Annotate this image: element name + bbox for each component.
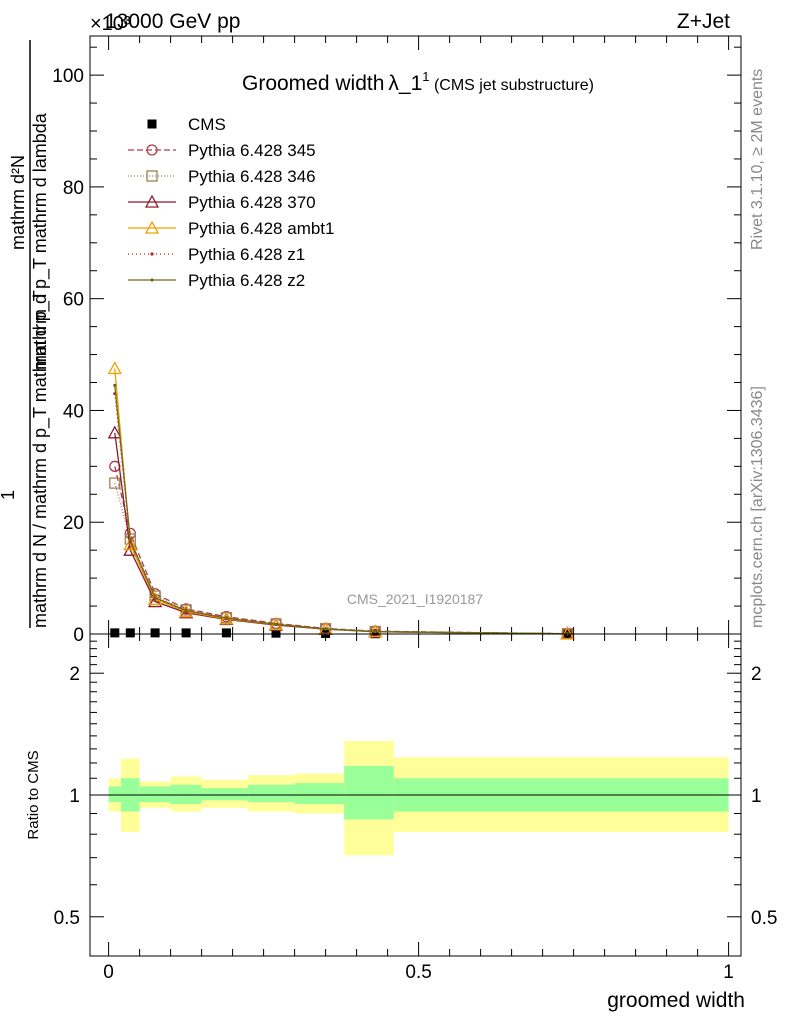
ratio-inner-band (139, 786, 171, 803)
ratio-inner-band (248, 784, 295, 803)
legend-marker (146, 144, 158, 156)
title-main: Groomed width (242, 72, 384, 95)
legend-item: Pythia 6.428 370 (128, 193, 316, 212)
series-line (114, 393, 568, 635)
ylabel-bottom: mathrm d N / mathrm d p_T mathrm d p_T (30, 290, 51, 628)
legend-marker (144, 194, 160, 208)
mcplots-label: mcplots.cern.ch [arXiv:1306.3436] (749, 386, 766, 628)
main-ytick-label: 100 (52, 66, 84, 87)
series-1 (109, 460, 574, 640)
legend-marker (146, 170, 158, 182)
main-ytick-label: 20 (63, 513, 84, 534)
data-point (125, 628, 135, 638)
ylabel-top: mathrm d²N (8, 155, 28, 250)
xtick-label: 1 (723, 962, 734, 983)
series-line (114, 432, 568, 635)
title-symbol: λ_1 (388, 72, 422, 95)
legend-item: Pythia 6.428 346 (128, 167, 316, 186)
data-point (221, 628, 231, 638)
data-point (373, 629, 377, 634)
legend-label: Pythia 6.428 z1 (188, 245, 305, 264)
series-6 (113, 383, 570, 636)
ratio-inner-band (170, 784, 202, 805)
data-point (107, 425, 122, 439)
legend-label: CMS (188, 115, 226, 134)
legend-label: Pythia 6.428 345 (188, 141, 316, 160)
ratio-bands (108, 740, 729, 856)
chart-title: Groomed width λ_11 (CMS jet substructure) (242, 69, 594, 95)
ratio-ylabel: Ratio to CMS (25, 750, 42, 839)
data-point (123, 537, 138, 551)
series-5 (113, 392, 570, 636)
data-point (181, 628, 191, 638)
legend-item: Pythia 6.428 ambt1 (128, 219, 334, 238)
xlabel: groomed width (607, 989, 745, 1012)
main-ytick-label: 80 (63, 178, 84, 199)
legend-marker (147, 119, 157, 129)
data-point (128, 538, 132, 542)
legend: CMS Pythia 6.428 345 Pythia 6.428 346 Pythi… (128, 115, 334, 290)
ratio-ytick-label-right: 0.5 (751, 908, 777, 929)
exponent-label: ×10³ (90, 13, 131, 35)
data-point (110, 628, 120, 638)
data-point (224, 616, 228, 620)
ratio-inner-band (108, 786, 121, 803)
ratio-inner-band (344, 765, 394, 820)
legend-label: Pythia 6.428 370 (188, 193, 316, 212)
series-line (114, 385, 568, 635)
ylabel-frac: 1 (0, 490, 18, 500)
data-point (107, 361, 122, 375)
legend-label: Pythia 6.428 ambt1 (188, 219, 334, 238)
ratio-inner-band (294, 783, 345, 805)
data-point (153, 596, 157, 600)
data-point (184, 608, 188, 613)
title-sup: 1 (422, 69, 429, 84)
data-point (324, 627, 328, 631)
legend-item: CMS (147, 115, 226, 134)
ratio-ytick-label: 0.5 (54, 908, 80, 929)
data-point (150, 628, 160, 638)
data-point (109, 477, 121, 489)
series-2 (109, 477, 574, 640)
main-ytick-label: 60 (63, 290, 84, 311)
legend-label: Pythia 6.428 z2 (188, 271, 305, 290)
rivet-label: Rivet 3.1.10, ≥ 2M events (749, 69, 766, 250)
title-sub: (CMS jet substructure) (430, 77, 594, 94)
data-point (274, 622, 278, 626)
ratio-ytick-label: 1 (69, 786, 80, 807)
xtick-label: 0 (103, 962, 114, 983)
ratio-ytick-label-right: 1 (751, 786, 762, 807)
ratio-inner-band (201, 788, 249, 801)
legend-label: Pythia 6.428 346 (188, 167, 316, 186)
series-4 (107, 361, 575, 640)
energy-label: 13000 GeV pp (105, 10, 240, 33)
legend-marker (150, 278, 154, 282)
process-label: Z+Jet (677, 10, 730, 33)
legend-item: Pythia 6.428 z1 (128, 245, 305, 264)
ratio-ytick-label-right: 2 (751, 664, 762, 685)
legend-marker (144, 220, 160, 234)
ratio-ytick-label: 2 (69, 664, 80, 685)
legend-marker (150, 252, 154, 256)
main-ylabel: mathrm d²N mathrm d p_T mathrm d lambda … (0, 40, 51, 628)
analysis-watermark: CMS_2021_I1920187 (347, 591, 483, 607)
data-point (113, 383, 117, 387)
xtick-label: 0.5 (405, 962, 431, 983)
legend-item: Pythia 6.428 345 (128, 141, 316, 160)
main-ytick-label: 0 (73, 625, 84, 646)
series-line (114, 368, 568, 635)
main-ytick-label: 40 (63, 401, 84, 422)
ratio-axis-ticks: 0.5 0.5 1 1 2 2 0 0.5 1 (54, 634, 777, 983)
main-axis-ticks: 0 20 40 60 80 100 (52, 36, 741, 646)
ylabel-mid: mathrm d p_T mathrm d lambda (30, 112, 51, 370)
main-series-group (107, 361, 575, 640)
legend-item: Pythia 6.428 z2 (128, 271, 305, 290)
data-point (271, 628, 281, 638)
